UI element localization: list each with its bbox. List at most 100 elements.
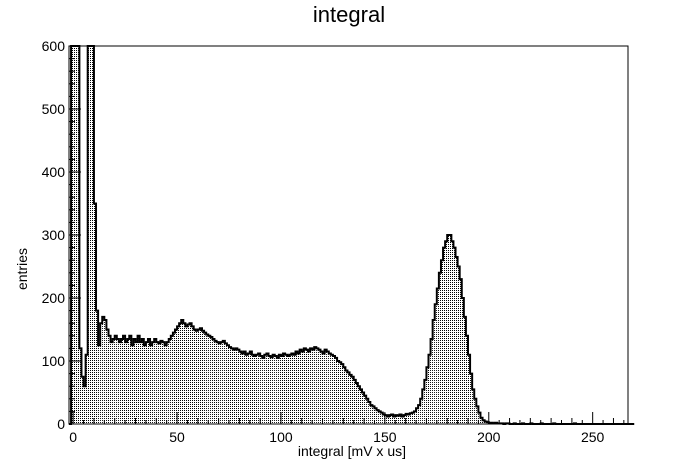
histogram-bin bbox=[312, 349, 315, 424]
histogram-bin bbox=[430, 338, 433, 424]
histogram-bin bbox=[216, 342, 219, 424]
histogram-bin bbox=[276, 357, 279, 424]
histogram-bin bbox=[310, 348, 313, 424]
histogram-bin bbox=[106, 329, 109, 424]
plot-area: 0 50 100 150 200 250 0 100 200 300 400 500 600 bbox=[42, 38, 635, 445]
histogram-bin bbox=[83, 386, 86, 424]
histogram-bin bbox=[193, 329, 196, 424]
histogram-bin bbox=[164, 345, 167, 424]
histogram-bin bbox=[405, 413, 408, 424]
histogram-bin bbox=[285, 354, 288, 424]
histogram-bin bbox=[212, 338, 215, 424]
histogram-bin bbox=[139, 342, 142, 424]
histogram-bin bbox=[382, 414, 385, 424]
histogram-bin bbox=[239, 351, 242, 424]
histogram-bin bbox=[418, 405, 421, 424]
histogram-bin bbox=[235, 348, 238, 424]
histogram-bin bbox=[231, 348, 234, 424]
histogram-bin bbox=[201, 330, 205, 424]
histogram-bin bbox=[428, 354, 431, 424]
histogram-bin bbox=[245, 354, 248, 424]
x-tick-label: 150 bbox=[373, 429, 397, 445]
histogram-bin bbox=[393, 416, 396, 424]
histogram-bin bbox=[100, 323, 103, 424]
histogram-bin bbox=[141, 338, 144, 424]
histogram-bin bbox=[162, 342, 165, 424]
histogram-bin bbox=[407, 414, 410, 424]
histogram-bin bbox=[366, 398, 369, 424]
histogram-bin bbox=[453, 247, 456, 424]
histogram-bin bbox=[102, 316, 105, 424]
histogram-bin bbox=[195, 330, 198, 424]
histogram-bin bbox=[297, 353, 300, 424]
histogram-bin bbox=[268, 355, 271, 424]
histogram-bin bbox=[326, 351, 329, 424]
histogram-bin bbox=[278, 354, 281, 424]
histogram-bin bbox=[183, 323, 186, 424]
x-tick-label: 200 bbox=[477, 429, 501, 445]
histogram-bin bbox=[172, 332, 175, 424]
histogram-bin bbox=[118, 342, 121, 424]
histogram-bin bbox=[272, 354, 275, 424]
histogram-bin bbox=[191, 326, 194, 424]
histogram-bin bbox=[391, 414, 394, 424]
histogram-bin bbox=[270, 357, 273, 424]
histogram-bin bbox=[189, 323, 192, 424]
histogram-outline bbox=[69, 45, 635, 425]
histogram-bin bbox=[455, 257, 458, 424]
histogram-bin bbox=[104, 320, 107, 424]
histogram-bin bbox=[413, 411, 417, 424]
histogram-bin bbox=[368, 401, 371, 424]
histogram-bin bbox=[133, 338, 136, 424]
histogram-bin bbox=[357, 386, 360, 424]
histogram-bin bbox=[301, 351, 304, 424]
histogram-bin bbox=[170, 335, 173, 424]
histogram-bin bbox=[251, 354, 254, 424]
histogram-bin bbox=[295, 351, 298, 424]
histogram-bin bbox=[237, 349, 240, 424]
histogram-bin bbox=[214, 340, 217, 424]
histogram-bin bbox=[266, 353, 269, 424]
histogram-bin bbox=[258, 353, 261, 424]
histogram-bin bbox=[341, 364, 344, 424]
histogram-bin bbox=[168, 338, 171, 424]
histogram-bin bbox=[380, 412, 383, 424]
histogram-bin bbox=[337, 361, 340, 424]
histogram-bin bbox=[291, 353, 294, 424]
histogram-bin bbox=[424, 379, 427, 424]
y-tick-label: 0 bbox=[57, 416, 65, 432]
histogram-bin bbox=[123, 335, 126, 424]
histogram-bin bbox=[482, 420, 485, 424]
histogram-bin bbox=[145, 342, 148, 424]
y-tick-label: 500 bbox=[42, 101, 66, 117]
histogram-bin bbox=[112, 338, 115, 424]
histogram-bin bbox=[474, 398, 477, 424]
histogram-bin bbox=[438, 272, 441, 424]
histogram-bin bbox=[147, 338, 151, 424]
x-tick-label: 250 bbox=[581, 429, 605, 445]
histogram-bin bbox=[181, 320, 184, 424]
histogram-bin bbox=[120, 338, 124, 424]
histogram-bin bbox=[411, 412, 414, 424]
histogram-bin bbox=[262, 357, 265, 424]
histogram-bin bbox=[158, 343, 161, 424]
histogram-bin bbox=[484, 421, 487, 424]
histogram-bin bbox=[98, 345, 101, 424]
histogram-bin bbox=[318, 349, 321, 424]
histogram-bin bbox=[129, 335, 132, 424]
histogram-bin bbox=[426, 367, 429, 424]
histogram-bin bbox=[307, 351, 311, 424]
histogram-bin bbox=[199, 328, 202, 424]
histogram-bin bbox=[91, 46, 94, 424]
histogram-bin bbox=[87, 46, 90, 424]
histogram-bin bbox=[289, 354, 292, 424]
histogram-bin bbox=[264, 354, 267, 424]
histogram-bin bbox=[436, 288, 439, 424]
histogram-bin bbox=[395, 415, 398, 424]
histogram-bin bbox=[478, 412, 481, 424]
histogram-bin bbox=[345, 370, 348, 424]
histogram-bin bbox=[328, 353, 331, 424]
histogram-bin bbox=[480, 417, 483, 424]
histogram-bin bbox=[422, 389, 425, 424]
